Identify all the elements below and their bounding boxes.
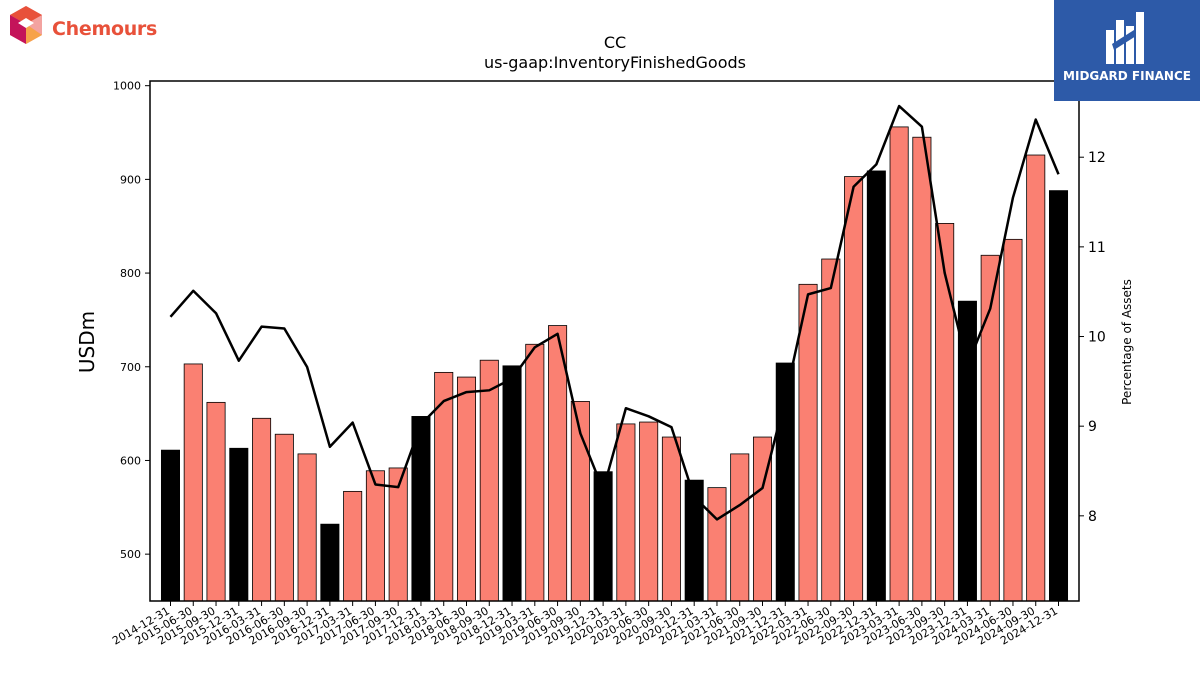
y-tick-label: 900 xyxy=(120,173,141,186)
bar xyxy=(639,421,659,602)
bar xyxy=(707,487,727,602)
y-tick-label: 500 xyxy=(120,548,141,561)
midgard-wordmark: MIDGARD FINANCE xyxy=(1063,69,1191,83)
bar xyxy=(365,470,385,602)
y-tick-label: 700 xyxy=(120,361,141,374)
bar xyxy=(866,170,886,602)
bar xyxy=(343,490,363,602)
bar xyxy=(297,453,317,602)
bar xyxy=(1049,190,1069,602)
bar xyxy=(912,136,932,602)
y-tick-label: 600 xyxy=(120,454,141,467)
chart-title: CC xyxy=(604,33,626,52)
y-axis-left: 500 600 700 800 900 1000 xyxy=(113,80,150,561)
plot-frame xyxy=(149,80,1080,602)
y2-tick-label: 8 xyxy=(1088,509,1097,525)
bar xyxy=(593,471,613,602)
bar xyxy=(183,363,203,602)
chemours-logo: Chemours xyxy=(4,4,164,50)
bar xyxy=(479,359,499,602)
bar xyxy=(616,423,636,602)
bar xyxy=(456,376,477,602)
bar xyxy=(206,401,226,602)
bar-group xyxy=(160,126,1069,602)
midgard-finance-logo: MIDGARD FINANCE xyxy=(1054,0,1200,101)
y2-tick-label: 10 xyxy=(1088,330,1106,346)
x-axis: 2014-12-312015-06-302015-09-302015-12-31… xyxy=(110,601,1060,648)
midgard-mark-icon xyxy=(1106,12,1144,64)
y-tick-label: 1000 xyxy=(113,80,141,93)
series-line xyxy=(169,104,1060,521)
y2-tick-label: 9 xyxy=(1088,419,1097,435)
bar xyxy=(1026,154,1046,602)
bar xyxy=(661,436,681,602)
y-tick-label: 800 xyxy=(120,267,141,280)
chemours-wordmark: Chemours xyxy=(52,18,158,40)
bar xyxy=(730,453,750,602)
bar xyxy=(229,447,249,602)
chart-subtitle: us-gaap:InventoryFinishedGoods xyxy=(484,53,746,72)
bar xyxy=(935,223,955,602)
bar xyxy=(889,126,909,602)
chemours-mark-icon xyxy=(10,6,42,44)
y-axis-right: 8 9 10 11 12 xyxy=(1079,150,1106,525)
bar xyxy=(821,258,841,602)
bar xyxy=(1003,238,1023,602)
bar xyxy=(274,433,294,602)
bar xyxy=(160,449,181,602)
bar xyxy=(252,417,272,602)
y2-axis-label: Percentage of Assets xyxy=(1120,279,1134,405)
bar xyxy=(798,283,818,602)
bar xyxy=(320,523,340,602)
y2-tick-label: 11 xyxy=(1088,240,1106,256)
y-axis-label: USDm xyxy=(75,311,99,373)
bar xyxy=(525,343,545,602)
bar xyxy=(502,365,522,602)
y2-tick-label: 12 xyxy=(1088,150,1106,166)
line-group xyxy=(169,104,1060,521)
bar xyxy=(844,176,864,602)
